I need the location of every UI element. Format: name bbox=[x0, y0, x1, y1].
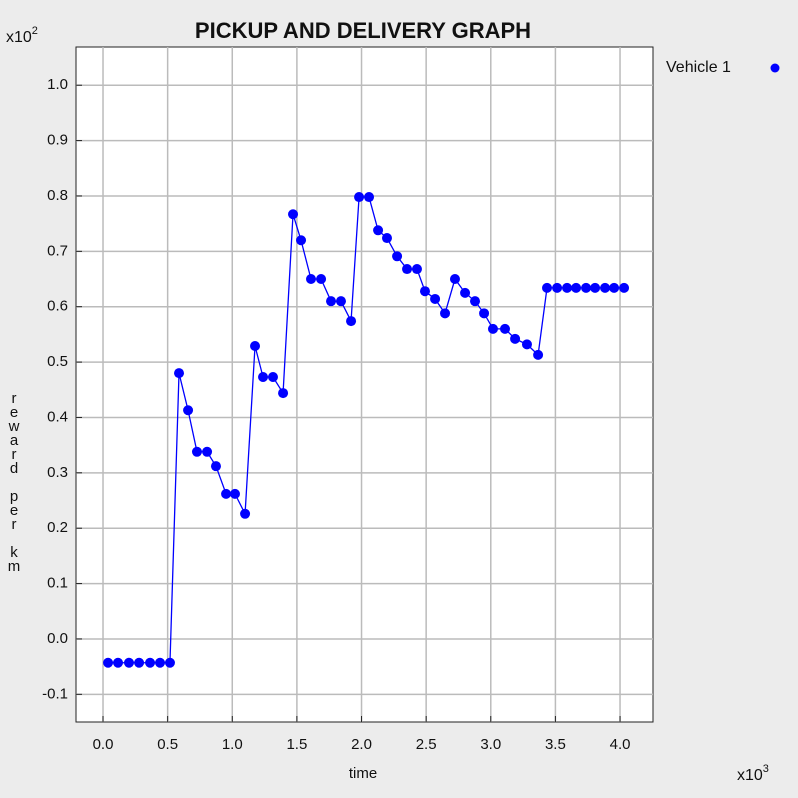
y-tick-label: -0.1 bbox=[42, 685, 68, 702]
data-point bbox=[316, 274, 327, 285]
data-point bbox=[521, 339, 532, 350]
y-tick-label: 0.9 bbox=[47, 132, 68, 149]
y-tick-label: 0.3 bbox=[47, 464, 68, 481]
x-tick-label: 0.5 bbox=[157, 736, 178, 753]
y-tick-label: 0.7 bbox=[47, 242, 68, 259]
data-point bbox=[305, 274, 316, 285]
data-point bbox=[296, 235, 307, 246]
data-point bbox=[449, 274, 460, 285]
x-tick-label: 3.5 bbox=[545, 736, 566, 753]
x-tick-label: 1.0 bbox=[222, 736, 243, 753]
data-point bbox=[134, 657, 145, 668]
data-point bbox=[373, 225, 384, 236]
data-point bbox=[250, 341, 261, 352]
data-point bbox=[123, 657, 134, 668]
data-point bbox=[164, 657, 175, 668]
data-point bbox=[354, 192, 365, 203]
data-point bbox=[258, 372, 269, 383]
data-point bbox=[562, 282, 573, 293]
y-multiplier: x102 bbox=[6, 25, 38, 46]
y-tick-label: 1.0 bbox=[47, 76, 68, 93]
data-point bbox=[542, 282, 553, 293]
plot-area bbox=[75, 46, 654, 723]
legend-label: Vehicle 1 bbox=[666, 59, 731, 76]
y-axis-label: reward per km bbox=[6, 390, 23, 572]
data-point bbox=[191, 446, 202, 457]
data-point bbox=[267, 372, 278, 383]
data-point bbox=[174, 368, 185, 379]
data-point bbox=[571, 282, 582, 293]
data-point bbox=[590, 282, 601, 293]
y-tick-label: 0.0 bbox=[47, 630, 68, 647]
data-point bbox=[600, 282, 611, 293]
x-tick-label: 2.0 bbox=[351, 736, 372, 753]
y-tick-label: 0.2 bbox=[47, 519, 68, 536]
x-tick-label: 1.5 bbox=[286, 736, 307, 753]
x-tick-label: 4.0 bbox=[610, 736, 631, 753]
data-point bbox=[326, 296, 337, 307]
data-point bbox=[113, 657, 124, 668]
data-point bbox=[202, 446, 213, 457]
data-point bbox=[103, 657, 114, 668]
y-tick-label: 0.1 bbox=[47, 575, 68, 592]
data-point bbox=[335, 296, 346, 307]
data-point bbox=[510, 333, 521, 344]
data-point bbox=[402, 264, 413, 275]
data-point bbox=[411, 264, 422, 275]
data-point bbox=[221, 488, 232, 499]
data-point bbox=[210, 461, 221, 472]
data-point bbox=[460, 287, 471, 298]
data-point bbox=[533, 349, 544, 360]
x-multiplier-base: x10 bbox=[737, 767, 763, 784]
y-tick-label: 0.8 bbox=[47, 187, 68, 204]
data-point bbox=[479, 308, 490, 319]
data-point bbox=[619, 282, 630, 293]
data-point bbox=[155, 657, 166, 668]
y-multiplier-base: x10 bbox=[6, 29, 32, 46]
data-point bbox=[500, 323, 511, 334]
data-point bbox=[419, 286, 430, 297]
y-tick-label: 0.6 bbox=[47, 298, 68, 315]
x-tick-label: 0.0 bbox=[93, 736, 114, 753]
chart-title: PICKUP AND DELIVERY GRAPH bbox=[195, 18, 531, 43]
y-tick-label: 0.5 bbox=[47, 353, 68, 370]
data-point bbox=[470, 296, 481, 307]
x-tick-label: 3.0 bbox=[480, 736, 501, 753]
data-point bbox=[229, 488, 240, 499]
data-point bbox=[440, 308, 451, 319]
data-point bbox=[487, 323, 498, 334]
x-multiplier-exponent: 3 bbox=[763, 763, 769, 775]
data-point bbox=[240, 508, 251, 519]
data-point bbox=[346, 316, 357, 327]
x-tick-label: 2.5 bbox=[416, 736, 437, 753]
data-point bbox=[581, 282, 592, 293]
data-point bbox=[381, 233, 392, 244]
data-point bbox=[430, 293, 441, 304]
x-multiplier: x103 bbox=[737, 763, 769, 784]
data-point bbox=[278, 388, 289, 399]
data-point bbox=[364, 192, 375, 203]
data-point bbox=[392, 251, 403, 262]
data-point bbox=[288, 209, 299, 220]
legend-marker bbox=[770, 63, 780, 73]
y-multiplier-exponent: 2 bbox=[32, 25, 38, 37]
data-point bbox=[145, 657, 156, 668]
data-point bbox=[609, 282, 620, 293]
x-axis-label: time bbox=[349, 765, 377, 782]
data-point bbox=[552, 282, 563, 293]
data-point bbox=[183, 405, 194, 416]
y-tick-label: 0.4 bbox=[47, 408, 68, 425]
